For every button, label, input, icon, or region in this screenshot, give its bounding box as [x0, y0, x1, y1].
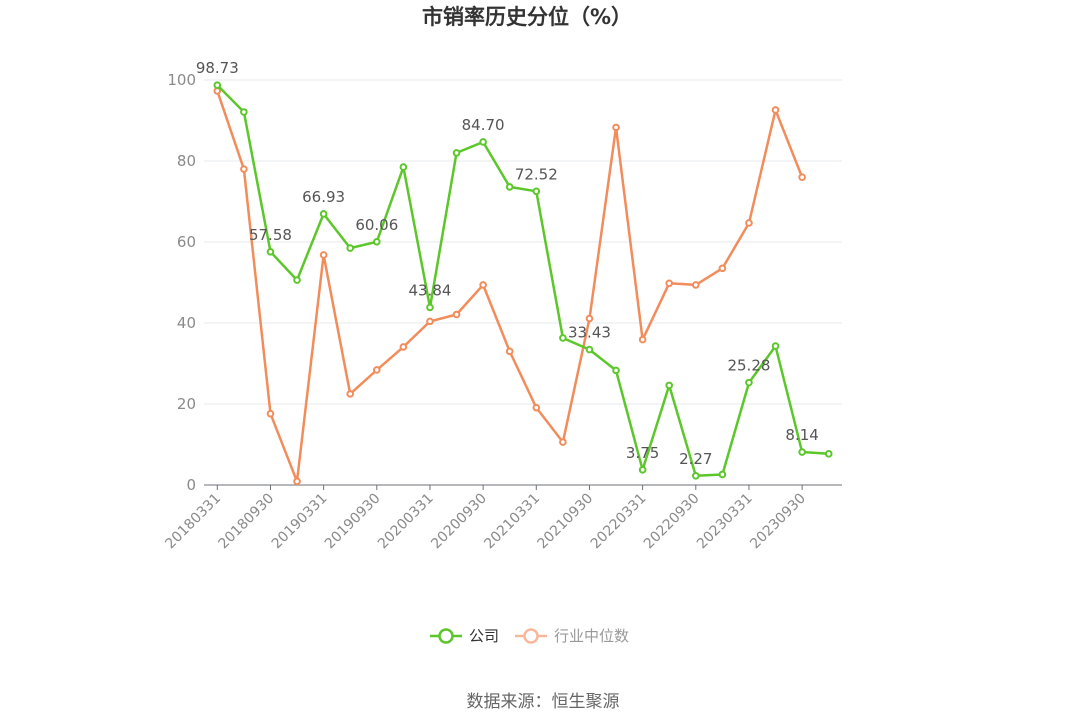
series-line	[216, 90, 804, 483]
x-tick-label: 20210930	[535, 491, 597, 553]
series-layer	[213, 81, 833, 486]
data-point	[319, 210, 328, 218]
legend-marker	[523, 628, 539, 644]
x-axis: 2018033120180930201903312019093020200331…	[162, 484, 842, 553]
x-tick-label: 20220331	[588, 491, 650, 553]
data-point	[745, 378, 753, 387]
data-point	[585, 314, 594, 323]
series-line	[216, 84, 829, 478]
data-point	[213, 81, 222, 89]
x-tick-label: 20190930	[322, 491, 384, 553]
data-point	[293, 477, 301, 486]
data-point	[612, 123, 620, 132]
data-point	[665, 381, 674, 390]
data-point	[399, 343, 408, 351]
data-point	[266, 248, 275, 256]
legend-marker	[438, 628, 454, 644]
y-tick-label: 40	[177, 314, 196, 332]
data-label: 8.14	[785, 426, 818, 444]
data-label: 60.06	[355, 216, 398, 234]
x-tick-label: 20220930	[641, 491, 703, 553]
data-point	[771, 106, 780, 114]
data-label: 84.70	[462, 116, 505, 134]
data-point	[346, 390, 355, 398]
legend-item-industry-median[interactable]: 行业中位数	[515, 627, 629, 645]
data-point	[798, 173, 806, 181]
legend-label: 公司	[469, 627, 499, 645]
data-point	[559, 334, 567, 342]
data-point	[612, 366, 620, 375]
data-point	[771, 342, 780, 350]
data-point	[505, 347, 514, 356]
data-label: 66.93	[302, 188, 345, 206]
data-point	[824, 450, 833, 458]
x-tick-label: 20210331	[481, 491, 543, 553]
data-point	[479, 281, 487, 289]
data-point	[479, 138, 487, 146]
data-point	[638, 335, 647, 344]
y-axis-ticks: 0 20 40 60 80 100	[167, 71, 196, 494]
data-point	[665, 279, 674, 288]
data-point	[452, 149, 461, 157]
data-labels: 98.73 57.58 66.93 60.06 43.84 84.70 72.52 33.43…	[196, 59, 819, 468]
data-point	[532, 187, 541, 196]
legend[interactable]: 公司 行业中位数	[430, 627, 629, 645]
data-point	[745, 219, 753, 227]
y-tick-label: 60	[177, 233, 196, 251]
data-label: 98.73	[196, 59, 239, 77]
data-label: 33.43	[568, 324, 611, 342]
data-point	[798, 448, 806, 456]
x-tick-label: 20190331	[269, 491, 331, 553]
data-label: 2.27	[679, 450, 712, 468]
x-tick-label: 20200930	[428, 491, 490, 553]
data-point	[372, 366, 381, 374]
data-point	[426, 317, 434, 326]
data-point	[372, 237, 381, 246]
legend-item-company[interactable]: 公司	[430, 627, 499, 645]
source-note: 数据来源：恒生聚源	[467, 692, 620, 712]
data-point	[585, 345, 594, 354]
data-point	[505, 183, 514, 191]
y-tick-label: 0	[186, 476, 196, 494]
data-point	[266, 409, 275, 418]
data-point	[691, 472, 700, 480]
data-point	[718, 470, 727, 479]
y-tick-label: 20	[177, 395, 196, 413]
x-tick-label: 20200331	[375, 491, 437, 553]
data-point	[240, 165, 248, 173]
data-point	[399, 163, 408, 171]
data-point	[293, 276, 301, 284]
x-tick-label: 20180331	[162, 491, 224, 553]
data-label: 3.75	[626, 444, 659, 462]
x-tick-label: 20230930	[747, 491, 809, 553]
data-point	[346, 244, 355, 252]
gridlines	[204, 79, 842, 405]
data-point	[213, 87, 222, 95]
data-point	[319, 251, 328, 259]
data-point	[718, 264, 727, 273]
data-point	[638, 466, 647, 474]
x-tick-label: 20230331	[694, 491, 756, 553]
data-label: 43.84	[408, 281, 451, 299]
data-point	[532, 403, 541, 412]
data-label: 57.58	[249, 226, 292, 244]
data-point	[240, 108, 248, 116]
y-tick-label: 80	[177, 152, 196, 170]
data-point	[691, 281, 700, 289]
data-point	[426, 303, 434, 312]
y-tick-label: 100	[167, 71, 196, 89]
chart-title: 市销率历史分位（%）	[422, 5, 632, 29]
legend-label: 行业中位数	[554, 627, 629, 645]
data-label: 25.28	[727, 357, 770, 375]
data-point	[559, 438, 567, 446]
data-label: 72.52	[515, 165, 558, 183]
x-tick-label: 20180930	[216, 491, 278, 553]
data-point	[452, 310, 461, 319]
